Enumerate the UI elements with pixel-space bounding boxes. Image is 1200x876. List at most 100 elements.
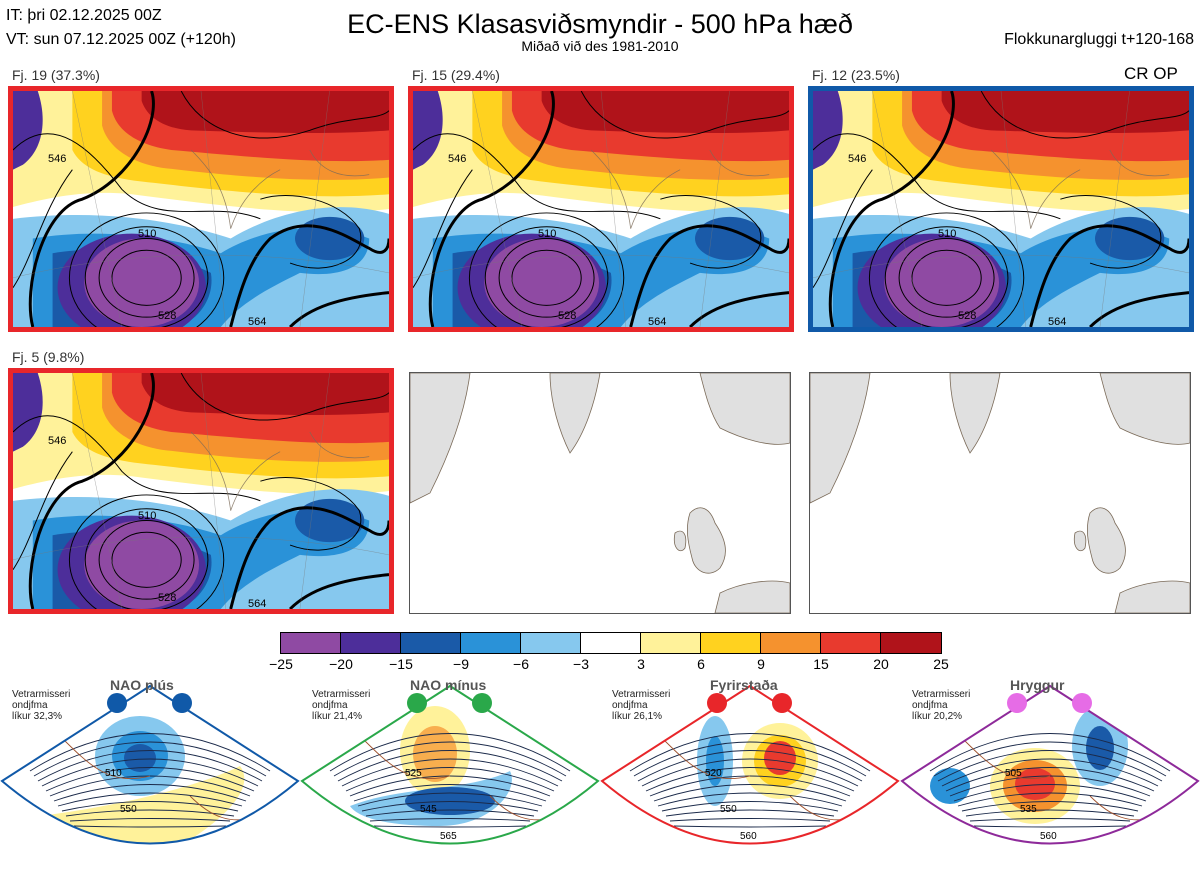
cluster-map-4 bbox=[8, 368, 394, 614]
cluster-map-2-field bbox=[413, 91, 789, 327]
colorbar-tick-label: 15 bbox=[813, 656, 829, 672]
init-time: IT: þri 02.12.2025 00Z bbox=[6, 7, 162, 24]
regime-contour-label: 505 bbox=[1005, 768, 1022, 779]
contour-label: 546 bbox=[48, 435, 67, 447]
regime-title: Hryggur bbox=[1010, 677, 1065, 693]
regime-stat-line: ondjfma bbox=[612, 700, 648, 711]
contour-label: 528 bbox=[558, 310, 577, 322]
cluster-map-1-field bbox=[13, 91, 389, 327]
colorbar-tick-label: −20 bbox=[329, 656, 353, 672]
regime-stat-line: ondjfma bbox=[12, 700, 48, 711]
regime-contour-label: 535 bbox=[1020, 804, 1037, 815]
regime-marker-dot bbox=[772, 693, 792, 713]
regime-panel bbox=[0, 676, 300, 871]
regime-stats: Vetrarmisseri ondjfma líkur 32,3% bbox=[12, 689, 70, 722]
colorbar-swatch bbox=[341, 633, 401, 653]
page-title: EC-ENS Klasasviðsmyndir - 500 hPa hæð bbox=[347, 9, 853, 39]
colorbar-swatch bbox=[581, 633, 641, 653]
contour-label: 510 bbox=[938, 228, 957, 240]
colorbar bbox=[280, 632, 942, 654]
empty-map-6-field bbox=[810, 373, 1190, 613]
contour-label: 528 bbox=[158, 592, 177, 604]
colorbar-tick-label: 20 bbox=[873, 656, 889, 672]
contour-label: 546 bbox=[448, 153, 467, 165]
colorbar-tick-label: −3 bbox=[573, 656, 589, 672]
regime-contour-label: 545 bbox=[420, 804, 437, 815]
contour-label: 564 bbox=[248, 598, 267, 610]
regime-stat-line: ondjfma bbox=[912, 700, 948, 711]
regime-stats: Vetrarmisseri ondjfma líkur 20,2% bbox=[912, 689, 970, 722]
regime-contour-label: 550 bbox=[120, 804, 137, 815]
contour-label: 546 bbox=[848, 153, 867, 165]
regime-marker-dot bbox=[1007, 693, 1027, 713]
regime-title: NAO plús bbox=[110, 677, 174, 693]
cluster-label-4: Fj. 5 (9.8%) bbox=[12, 349, 85, 365]
regime-title: NAO mínus bbox=[410, 677, 487, 693]
contour-label: 510 bbox=[138, 228, 157, 240]
contour-label: 510 bbox=[138, 510, 157, 522]
colorbar-swatch bbox=[701, 633, 761, 653]
colorbar-tick-label: −15 bbox=[389, 656, 413, 672]
colorbar-swatch bbox=[281, 633, 341, 653]
regime-panel bbox=[300, 676, 600, 871]
cluster-label-3: Fj. 12 (23.5%) bbox=[812, 67, 900, 83]
colorbar-swatch bbox=[761, 633, 821, 653]
colorbar-tick-label: −9 bbox=[453, 656, 469, 672]
regime-marker-dot bbox=[172, 693, 192, 713]
regime-title: Fyrirstaða bbox=[710, 677, 778, 693]
contour-label: 528 bbox=[158, 310, 177, 322]
regime-stat-line: líkur 32,3% bbox=[12, 711, 63, 722]
regime-contour-label: 520 bbox=[705, 768, 722, 779]
regime-map bbox=[600, 684, 900, 845]
regime-stat-line: líkur 26,1% bbox=[612, 711, 663, 722]
regime-stat-line: Vetrarmisseri bbox=[312, 689, 371, 700]
window-label: Flokkunargluggi t+120-168 bbox=[1004, 31, 1194, 48]
colorbar-swatch bbox=[641, 633, 701, 653]
colorbar-swatch bbox=[821, 633, 881, 653]
colorbar-swatch bbox=[521, 633, 581, 653]
regime-panel bbox=[600, 676, 900, 871]
regime-contour-label: 525 bbox=[405, 768, 422, 779]
regime-stat-line: Vetrarmisseri bbox=[12, 689, 71, 700]
regime-map bbox=[300, 684, 600, 845]
colorbar-tick-label: −6 bbox=[513, 656, 529, 672]
colorbar-tick-label: 25 bbox=[933, 656, 949, 672]
regime-contour-label: 565 bbox=[440, 831, 457, 842]
regime-marker-dot bbox=[1072, 693, 1092, 713]
contour-label: 564 bbox=[648, 316, 667, 328]
regime-panel bbox=[900, 676, 1200, 871]
contour-label: 564 bbox=[1048, 316, 1067, 328]
cluster-map-2 bbox=[408, 86, 794, 332]
regime-stat-line: Vetrarmisseri bbox=[912, 689, 971, 700]
regime-map bbox=[900, 684, 1200, 845]
regime-stat-line: Vetrarmisseri bbox=[612, 689, 671, 700]
regime-contour-label: 510 bbox=[105, 768, 122, 779]
regime-marker-dot bbox=[472, 693, 492, 713]
contour-label: 546 bbox=[48, 153, 67, 165]
colorbar-tick-label: 6 bbox=[697, 656, 705, 672]
colorbar-tick-label: −25 bbox=[269, 656, 293, 672]
regime-map bbox=[0, 684, 300, 845]
contour-label: 510 bbox=[538, 228, 557, 240]
cluster-label-1: Fj. 19 (37.3%) bbox=[12, 67, 100, 83]
cluster-map-3 bbox=[808, 86, 1194, 332]
regime-stats: Vetrarmisseri ondjfma líkur 21,4% bbox=[312, 689, 370, 722]
regime-contour-label: 550 bbox=[720, 804, 737, 815]
regime-stat-line: líkur 21,4% bbox=[312, 711, 363, 722]
regime-contour-label: 560 bbox=[1040, 831, 1057, 842]
regime-contour-label: 560 bbox=[740, 831, 757, 842]
valid-time: VT: sun 07.12.2025 00Z (+120h) bbox=[6, 31, 236, 48]
colorbar-swatch bbox=[881, 633, 941, 653]
cluster-map-3-field bbox=[813, 91, 1189, 327]
regime-marker-dot bbox=[707, 693, 727, 713]
empty-map-6 bbox=[809, 372, 1191, 614]
cluster-map-4-field bbox=[13, 373, 389, 609]
cluster-label-2: Fj. 15 (29.4%) bbox=[412, 67, 500, 83]
regime-stat-line: líkur 20,2% bbox=[912, 711, 963, 722]
regime-stats: Vetrarmisseri ondjfma líkur 26,1% bbox=[612, 689, 670, 722]
empty-map-5-field bbox=[410, 373, 790, 613]
colorbar-tick-label: 9 bbox=[757, 656, 765, 672]
colorbar-swatch bbox=[401, 633, 461, 653]
regime-marker-dot bbox=[407, 693, 427, 713]
colorbar-swatch bbox=[461, 633, 521, 653]
